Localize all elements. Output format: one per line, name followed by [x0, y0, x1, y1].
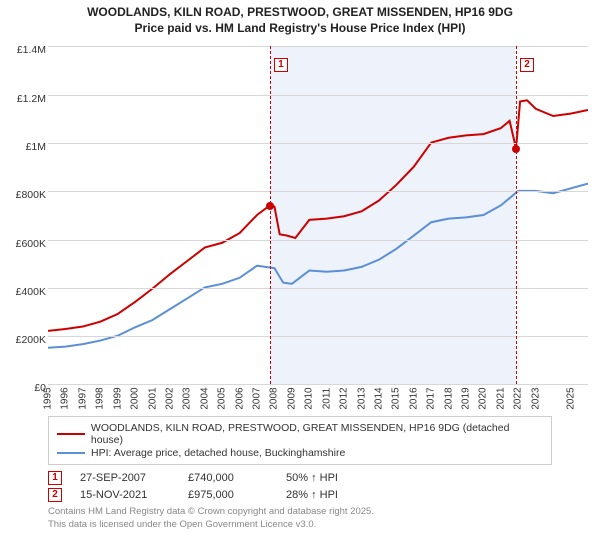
x-axis-label: 2023 [530, 388, 541, 410]
x-axis-label: 2020 [478, 388, 489, 410]
y-axis-label: £1M [4, 141, 46, 153]
x-axis-label: 2019 [461, 388, 472, 410]
gridline [48, 191, 588, 192]
footer-line-2: This data is licensed under the Open Gov… [48, 519, 552, 531]
legend-swatch [57, 433, 85, 435]
x-axis-label: 2015 [391, 388, 402, 410]
x-axis-label: 2008 [269, 388, 280, 410]
x-axis-label: 1996 [60, 388, 71, 410]
marker-label-box: 2 [520, 58, 534, 72]
x-axis-label: 2018 [443, 388, 454, 410]
series-line-price_paid [48, 101, 588, 332]
legend-label: HPI: Average price, detached house, Buck… [91, 447, 345, 459]
marker-price: £975,000 [188, 489, 268, 501]
footer-line-1: Contains HM Land Registry data © Crown c… [48, 506, 552, 518]
x-axis-label: 2005 [217, 388, 228, 410]
x-axis-label: 2001 [147, 388, 158, 410]
marker-dot [512, 145, 520, 153]
x-axis-label: 2017 [426, 388, 437, 410]
gridline [48, 95, 588, 96]
gridline [48, 46, 588, 47]
marker-line [516, 46, 517, 384]
y-axis-label: £800K [4, 189, 46, 201]
y-axis-label: £200K [4, 334, 46, 346]
marker-dot [266, 202, 274, 210]
legend-label: WOODLANDS, KILN ROAD, PRESTWOOD, GREAT M… [91, 422, 543, 446]
series-line-hpi [48, 184, 588, 348]
x-axis-label: 1997 [77, 388, 88, 410]
gridline [48, 143, 588, 144]
y-axis-label: £400K [4, 286, 46, 298]
marker-line [270, 46, 271, 384]
marker-delta: 28% ↑ HPI [286, 489, 338, 501]
legend: WOODLANDS, KILN ROAD, PRESTWOOD, GREAT M… [48, 416, 552, 465]
x-axis-label: 2025 [565, 388, 576, 410]
y-axis-label: £1.4M [4, 44, 46, 56]
x-axis-label: 1999 [112, 388, 123, 410]
x-axis-label: 2010 [304, 388, 315, 410]
x-axis-label: 2000 [130, 388, 141, 410]
x-axis-label: 2013 [356, 388, 367, 410]
x-axis-label: 2014 [373, 388, 384, 410]
y-axis-label: £1.2M [4, 93, 46, 105]
marker-delta: 50% ↑ HPI [286, 472, 338, 484]
x-axis-label: 2022 [513, 388, 524, 410]
x-axis-label: 2016 [408, 388, 419, 410]
x-axis-label: 2021 [495, 388, 506, 410]
x-axis-label: 2009 [286, 388, 297, 410]
legend-item: HPI: Average price, detached house, Buck… [57, 447, 543, 459]
x-axis-label: 2006 [234, 388, 245, 410]
marker-label-box: 1 [274, 58, 288, 72]
marker-id-box: 2 [48, 488, 62, 502]
title-line-2: Price paid vs. HM Land Registry's House … [8, 20, 592, 36]
x-axis-label: 1995 [43, 388, 54, 410]
x-axis-label: 2002 [164, 388, 175, 410]
marker-date: 27-SEP-2007 [80, 472, 170, 484]
x-axis-label: 2003 [182, 388, 193, 410]
x-axis-label: 1998 [95, 388, 106, 410]
x-axis-label: 2007 [252, 388, 263, 410]
marker-table-row: 1 27-SEP-2007 £740,000 50% ↑ HPI [48, 471, 552, 485]
chart-title: WOODLANDS, KILN ROAD, PRESTWOOD, GREAT M… [0, 0, 600, 42]
chart-area: 12 £0£200K£400K£600K£800K£1M£1.2M£1.4M19… [0, 42, 600, 412]
footer-attribution: Contains HM Land Registry data © Crown c… [48, 506, 552, 531]
x-axis-label: 2011 [321, 388, 332, 410]
legend-swatch [57, 452, 85, 454]
title-line-1: WOODLANDS, KILN ROAD, PRESTWOOD, GREAT M… [8, 4, 592, 20]
gridline [48, 384, 588, 385]
y-axis-label: £0 [4, 382, 46, 394]
y-axis-label: £600K [4, 238, 46, 250]
line-layer [48, 46, 588, 384]
x-axis-label: 2004 [199, 388, 210, 410]
marker-date: 15-NOV-2021 [80, 489, 170, 501]
x-axis-label: 2012 [339, 388, 350, 410]
marker-table: 1 27-SEP-2007 £740,000 50% ↑ HPI 2 15-NOV-202… [48, 471, 552, 502]
plot-area: 12 [48, 46, 588, 384]
marker-table-row: 2 15-NOV-2021 £975,000 28% ↑ HPI [48, 488, 552, 502]
marker-price: £740,000 [188, 472, 268, 484]
marker-id-box: 1 [48, 471, 62, 485]
legend-item: WOODLANDS, KILN ROAD, PRESTWOOD, GREAT M… [57, 422, 543, 446]
gridline [48, 288, 588, 289]
gridline [48, 240, 588, 241]
gridline [48, 336, 588, 337]
